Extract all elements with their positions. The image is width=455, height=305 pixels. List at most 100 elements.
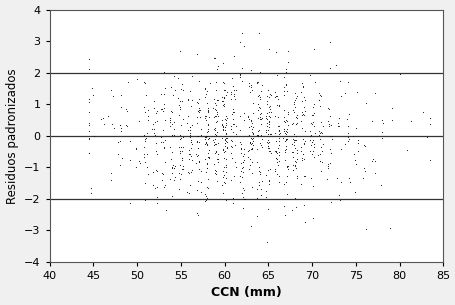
- Point: [291, 91, 298, 95]
- Point: [203, 195, 211, 200]
- Point: [236, 114, 243, 119]
- Point: [210, 56, 217, 61]
- Point: [192, 152, 199, 157]
- Point: [264, 127, 272, 132]
- Point: [265, 178, 272, 183]
- Point: [370, 159, 378, 164]
- Point: [299, 111, 306, 116]
- Point: [179, 117, 187, 122]
- Point: [369, 157, 376, 162]
- Point: [305, 128, 313, 133]
- Point: [186, 125, 193, 130]
- Point: [247, 146, 254, 151]
- Point: [326, 114, 333, 119]
- Point: [218, 136, 225, 141]
- Point: [274, 180, 282, 185]
- Point: [183, 96, 191, 101]
- Point: [298, 152, 305, 156]
- Point: [229, 200, 236, 205]
- Point: [211, 106, 218, 111]
- Point: [205, 147, 212, 152]
- Point: [168, 133, 176, 138]
- Point: [211, 114, 218, 119]
- Point: [186, 89, 193, 94]
- Point: [292, 95, 299, 100]
- Point: [123, 109, 131, 114]
- Point: [279, 128, 287, 133]
- Point: [292, 133, 299, 138]
- Point: [293, 93, 300, 98]
- Point: [186, 135, 193, 140]
- Point: [214, 140, 221, 145]
- Point: [265, 146, 273, 151]
- Point: [335, 79, 343, 84]
- Point: [376, 183, 384, 188]
- Point: [238, 205, 246, 210]
- Point: [201, 87, 208, 92]
- Point: [343, 124, 350, 129]
- Point: [195, 106, 202, 111]
- Point: [253, 80, 260, 85]
- Point: [149, 170, 157, 174]
- Point: [258, 144, 265, 149]
- Point: [176, 105, 183, 110]
- Point: [255, 31, 262, 36]
- Point: [166, 119, 173, 124]
- Point: [288, 137, 296, 142]
- Point: [227, 126, 234, 131]
- Point: [271, 131, 278, 136]
- Point: [183, 189, 190, 194]
- Point: [141, 109, 148, 114]
- Point: [176, 151, 183, 156]
- Point: [317, 131, 324, 136]
- Point: [214, 98, 221, 103]
- Point: [187, 74, 195, 79]
- Point: [211, 131, 218, 136]
- Point: [220, 101, 227, 106]
- Point: [334, 121, 341, 126]
- Point: [177, 86, 184, 91]
- Point: [197, 133, 204, 138]
- Point: [245, 116, 253, 121]
- Point: [255, 180, 262, 185]
- Point: [131, 164, 139, 169]
- Point: [202, 166, 210, 170]
- Point: [378, 130, 385, 135]
- Point: [353, 140, 360, 145]
- Point: [354, 137, 361, 142]
- Point: [221, 124, 228, 129]
- Point: [194, 152, 201, 157]
- Point: [262, 189, 269, 194]
- Point: [148, 126, 156, 131]
- Point: [227, 178, 234, 183]
- Point: [218, 99, 225, 104]
- Point: [85, 100, 92, 105]
- Point: [176, 99, 183, 104]
- Point: [214, 63, 222, 68]
- Point: [367, 119, 374, 124]
- Point: [212, 98, 220, 103]
- Point: [306, 149, 313, 153]
- Point: [310, 80, 318, 85]
- Point: [299, 203, 307, 208]
- Point: [178, 99, 185, 103]
- Point: [290, 163, 298, 168]
- Point: [213, 178, 220, 183]
- Point: [256, 94, 263, 99]
- Point: [222, 131, 229, 136]
- Point: [222, 176, 229, 181]
- Point: [279, 127, 287, 131]
- Point: [220, 95, 228, 100]
- Point: [275, 127, 282, 132]
- Point: [151, 127, 158, 131]
- Point: [188, 157, 195, 162]
- Point: [308, 216, 316, 221]
- Point: [274, 173, 282, 178]
- Point: [219, 156, 227, 161]
- Point: [221, 138, 228, 143]
- Point: [283, 174, 290, 179]
- Point: [291, 146, 298, 151]
- Point: [325, 40, 333, 45]
- Point: [282, 118, 289, 123]
- Point: [272, 93, 279, 98]
